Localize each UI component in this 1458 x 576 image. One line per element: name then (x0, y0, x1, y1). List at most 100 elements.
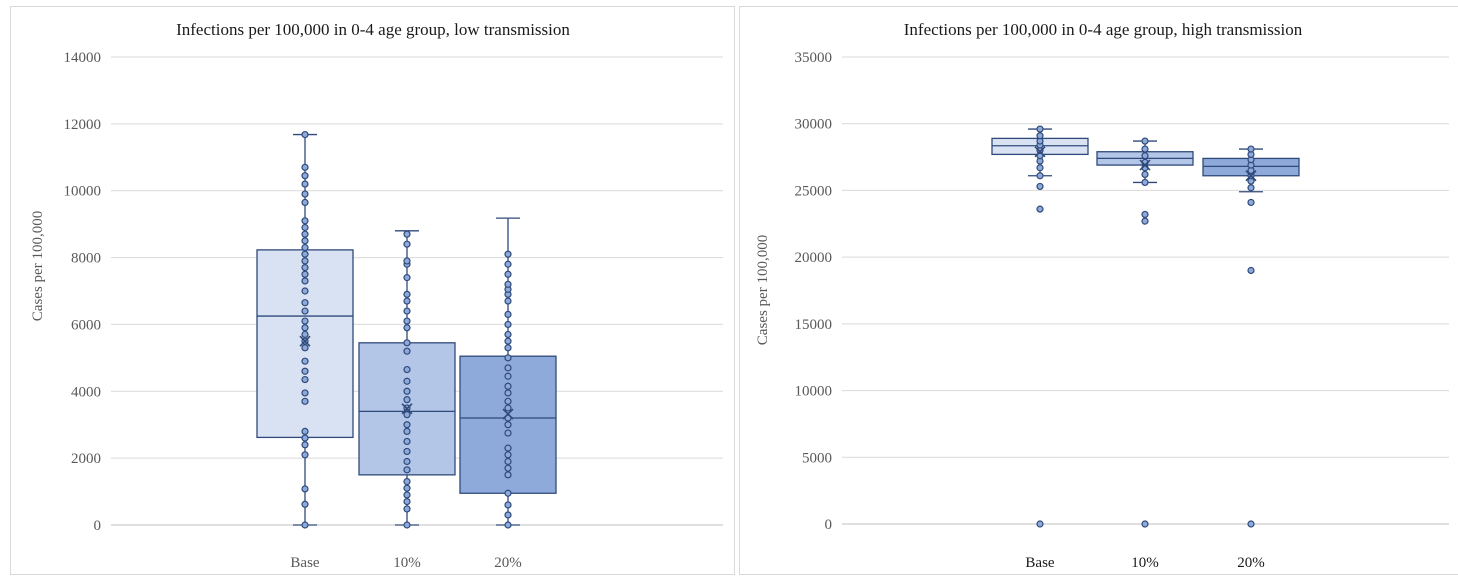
data-point (504, 337, 512, 345)
data-point (504, 429, 512, 437)
data-point (403, 240, 411, 248)
data-point (301, 172, 309, 180)
y-tick-label: 35000 (795, 50, 833, 66)
data-point (301, 451, 309, 459)
data-point (504, 310, 512, 318)
y-tick-label: 20000 (795, 250, 833, 266)
data-point (301, 264, 309, 272)
data-point (504, 444, 512, 452)
box-plot-low-transmission: Infections per 100,000 in 0-4 age group,… (30, 20, 723, 571)
data-point (301, 427, 309, 435)
data-point (504, 260, 512, 268)
y-axis-title: Cases per 100,000 (30, 211, 46, 321)
data-point (504, 464, 512, 472)
category-label-20pct: 20% (1237, 555, 1265, 571)
data-point (301, 521, 309, 529)
data-point (504, 397, 512, 405)
data-point (504, 364, 512, 372)
data-point (504, 457, 512, 466)
data-point (504, 382, 512, 390)
data-point (403, 498, 411, 506)
data-point (403, 317, 411, 325)
y-tick-label: 4000 (71, 384, 101, 400)
data-point (403, 324, 411, 332)
data-point (504, 250, 512, 258)
data-point (301, 485, 309, 493)
mean-marker (502, 408, 514, 420)
mean-marker (299, 335, 311, 347)
data-point (1036, 205, 1044, 213)
chart-title: Infections per 100,000 in 0-4 age group,… (176, 20, 570, 39)
data-point (504, 501, 512, 509)
y-tick-label: 14000 (64, 50, 102, 66)
data-point (1141, 178, 1149, 187)
category-label-20pct: 20% (494, 555, 522, 571)
y-tick-label: 0 (94, 518, 102, 534)
data-point (403, 421, 411, 429)
plot-area: 0 2000 4000 6000 8000 10000 12000 14000 (64, 50, 723, 534)
data-point (504, 320, 512, 329)
data-point (504, 354, 512, 362)
data-point (301, 277, 309, 285)
data-point (403, 447, 411, 456)
y-tick-label: 2000 (71, 451, 101, 467)
data-point (301, 287, 309, 295)
chart-panel-low-transmission: Infections per 100,000 in 0-4 age group,… (10, 6, 735, 575)
y-tick-label: 8000 (71, 251, 101, 267)
y-tick-label: 10000 (64, 184, 102, 200)
data-point (403, 427, 411, 435)
data-point (403, 365, 411, 374)
data-point (403, 457, 411, 466)
data-point (1247, 184, 1255, 192)
data-point (301, 324, 309, 332)
y-tick-label: 12000 (64, 117, 102, 133)
data-point (1036, 182, 1044, 191)
data-point (301, 500, 309, 508)
data-point (1141, 170, 1149, 179)
data-point (301, 375, 309, 384)
data-point (403, 347, 411, 355)
data-point (1036, 125, 1044, 133)
data-point (504, 451, 512, 459)
data-point (301, 198, 309, 207)
data-point (301, 357, 309, 365)
data-point (1247, 520, 1255, 528)
box-plot-high-transmission: Infections per 100,000 in 0-4 age group,… (755, 20, 1449, 571)
data-point (504, 372, 512, 380)
data-point (301, 130, 309, 139)
data-point (1247, 198, 1255, 207)
data-point (301, 230, 309, 238)
data-point (301, 223, 309, 232)
data-point (403, 477, 411, 486)
y-tick-label: 15000 (795, 317, 833, 333)
data-point (301, 330, 309, 339)
data-point (301, 441, 309, 449)
data-point (301, 434, 309, 442)
category-label-base: Base (1025, 555, 1055, 571)
data-point (1141, 210, 1149, 219)
data-point (1141, 520, 1149, 528)
data-point (1247, 266, 1255, 275)
data-point (301, 317, 309, 325)
data-point (504, 280, 512, 288)
data-point (504, 270, 512, 278)
data-point (1141, 217, 1149, 225)
data-point (403, 257, 411, 265)
mean-marker (1139, 159, 1151, 171)
data-point (301, 270, 309, 278)
y-axis-title: Cases per 100,000 (755, 235, 771, 345)
data-point (504, 421, 512, 429)
data-point (403, 230, 411, 238)
data-point (504, 511, 512, 519)
data-point (403, 307, 411, 315)
data-point (403, 396, 411, 404)
y-tick-label: 5000 (802, 450, 832, 466)
data-point (1036, 132, 1044, 140)
y-tick-label: 30000 (795, 117, 833, 133)
category-label-10pct: 10% (1131, 555, 1159, 571)
plot-area: 0 5000 10000 15000 20000 25000 30000 35000 (795, 50, 1449, 533)
data-point (301, 367, 309, 375)
chart-title: Infections per 100,000 in 0-4 age group,… (904, 20, 1303, 39)
data-point (301, 389, 309, 397)
category-label-10pct: 10% (393, 555, 421, 571)
